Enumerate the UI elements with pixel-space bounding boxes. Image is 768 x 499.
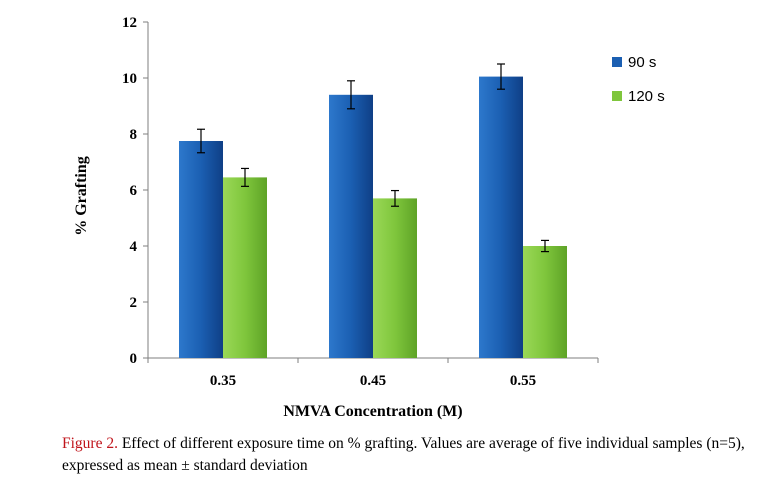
x-tick-label: 0.45: [360, 373, 386, 389]
y-tick-label: 8: [130, 127, 138, 143]
y-tick-label: 10: [122, 71, 137, 87]
legend-label-2: 120 s: [628, 88, 665, 105]
y-axis-title: % Grafting: [73, 156, 90, 236]
y-tick-label: 2: [130, 295, 138, 311]
legend-label-1: 90 s: [628, 54, 656, 71]
caption-text: Effect of different exposure time on % g…: [62, 435, 745, 474]
y-tick-label: 4: [130, 239, 138, 255]
bar-series2-0.35: [223, 177, 267, 358]
bar-series2-0.45: [373, 198, 417, 358]
x-axis-title: NMVA Concentration (M): [283, 403, 462, 420]
legend-swatch-1: [612, 57, 622, 67]
y-tick-label: 0: [130, 351, 138, 367]
legend: 90 s 120 s: [612, 54, 665, 105]
bar-series1-0.55: [479, 76, 523, 358]
figure-caption: Figure 2. Effect of different exposure t…: [62, 433, 762, 477]
caption-label: Figure 2.: [62, 435, 118, 452]
x-tick-label: 0.55: [510, 373, 536, 389]
y-tick-label: 12: [122, 15, 137, 31]
bar-series1-0.35: [179, 141, 223, 358]
bar-series1-0.45: [329, 94, 373, 359]
x-tick-label: 0.35: [210, 373, 236, 389]
plot-area: 0 2 4 6 8 10 12 0.35 0.45 0.55: [122, 15, 599, 389]
y-tick-label: 6: [130, 183, 138, 199]
legend-swatch-2: [612, 91, 622, 101]
bar-chart: 0 2 4 6 8 10 12 0.35 0.45 0.55 90 s 120 s % Grafti…: [73, 15, 665, 420]
bar-series2-0.55: [523, 246, 567, 358]
